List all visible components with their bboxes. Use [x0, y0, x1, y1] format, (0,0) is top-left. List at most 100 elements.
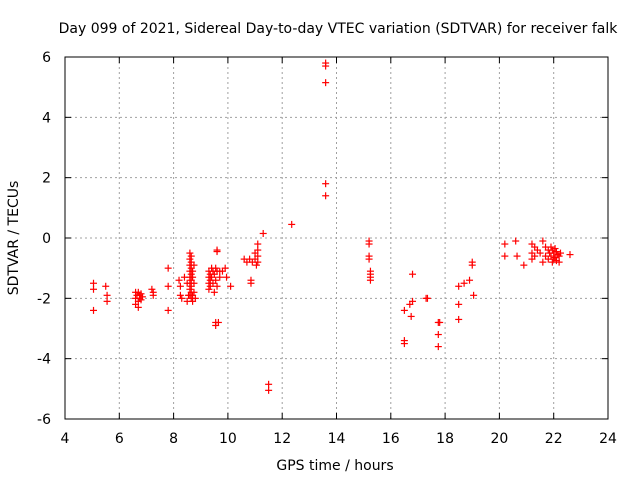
data-point	[254, 252, 262, 260]
y-tick-labels: -6 -4 -2 0 2 4 6	[37, 50, 51, 428]
y-tick-label: 6	[42, 50, 51, 66]
data-point	[212, 264, 220, 272]
chart-title: Day 099 of 2021, Sidereal Day-to-day VTE…	[59, 21, 619, 37]
data-point	[178, 294, 186, 302]
data-point	[513, 252, 521, 260]
data-point	[149, 291, 157, 299]
data-point	[227, 282, 235, 290]
data-point	[555, 258, 563, 266]
data-point	[400, 340, 408, 348]
x-tick-label: 22	[545, 431, 563, 447]
x-tick-label: 10	[219, 431, 237, 447]
data-point	[322, 192, 330, 200]
data-point	[134, 303, 142, 311]
data-point	[190, 261, 198, 269]
data-point	[186, 255, 194, 263]
data-point	[551, 245, 559, 253]
data-point	[221, 264, 229, 272]
data-point	[148, 285, 156, 293]
data-point	[223, 273, 231, 281]
data-point	[138, 293, 146, 301]
data-point	[436, 318, 444, 326]
data-point	[137, 290, 145, 298]
data-point	[547, 243, 555, 251]
x-tick-label: 4	[61, 431, 70, 447]
data-point	[164, 282, 172, 290]
x-axis-title: GPS time / hours	[276, 458, 393, 474]
data-point	[191, 294, 199, 302]
data-point	[164, 306, 172, 314]
data-point	[566, 251, 574, 259]
data-point	[254, 258, 262, 266]
data-point	[407, 312, 415, 320]
data-points	[90, 59, 574, 394]
data-point	[247, 279, 255, 287]
data-point	[210, 288, 218, 296]
y-axis-title: SDTVAR / TECUs	[6, 181, 22, 296]
data-point	[90, 279, 98, 287]
data-point	[90, 306, 98, 314]
data-point	[400, 306, 408, 314]
data-point	[460, 279, 468, 287]
data-point	[252, 261, 260, 269]
data-point	[539, 258, 547, 266]
y-tick-label: -2	[37, 291, 51, 307]
data-point	[512, 237, 520, 245]
data-point	[205, 285, 213, 293]
data-point	[137, 296, 145, 304]
x-tick-label: 24	[599, 431, 617, 447]
data-point	[190, 288, 198, 296]
data-point	[265, 386, 273, 394]
data-point	[189, 267, 197, 275]
data-point	[265, 380, 273, 388]
data-point	[288, 220, 296, 228]
x-tick-label: 12	[273, 431, 291, 447]
data-point	[501, 240, 509, 248]
data-point	[102, 282, 110, 290]
data-point	[455, 282, 463, 290]
y-tick-label: 4	[42, 110, 51, 126]
data-point	[434, 331, 442, 339]
data-point	[90, 285, 98, 293]
data-point	[164, 264, 172, 272]
data-point	[176, 282, 184, 290]
data-point	[466, 276, 474, 284]
data-point	[213, 248, 221, 256]
axis-ticks	[64, 56, 609, 420]
data-point	[552, 248, 560, 256]
data-point	[536, 249, 544, 257]
data-point	[175, 276, 183, 284]
data-point	[216, 273, 224, 281]
grid	[65, 57, 608, 419]
y-tick-label: 2	[42, 171, 51, 187]
data-point	[322, 62, 330, 70]
data-point	[254, 240, 262, 248]
data-point	[470, 291, 478, 299]
data-point	[531, 252, 539, 260]
data-point	[103, 297, 111, 305]
x-tick-label: 18	[436, 431, 454, 447]
x-tick-label: 6	[115, 431, 124, 447]
data-point	[186, 249, 194, 257]
data-point	[539, 237, 547, 245]
x-tick-label: 14	[328, 431, 346, 447]
data-point	[322, 180, 330, 188]
data-point	[365, 240, 373, 248]
data-point	[176, 291, 184, 299]
data-point	[501, 252, 509, 260]
data-point	[190, 279, 198, 287]
data-point	[434, 343, 442, 351]
data-point	[548, 258, 556, 266]
y-tick-label: -4	[37, 352, 51, 368]
data-point	[366, 276, 374, 284]
x-tick-labels: 4 6 8 10 12 14 16 18 20 22 24	[61, 431, 617, 447]
data-point	[322, 79, 330, 87]
data-point	[555, 252, 563, 260]
x-tick-label: 8	[169, 431, 178, 447]
data-point	[556, 249, 564, 257]
data-point	[103, 291, 111, 299]
data-point	[212, 276, 220, 284]
data-point	[189, 273, 197, 281]
x-tick-label: 20	[490, 431, 508, 447]
